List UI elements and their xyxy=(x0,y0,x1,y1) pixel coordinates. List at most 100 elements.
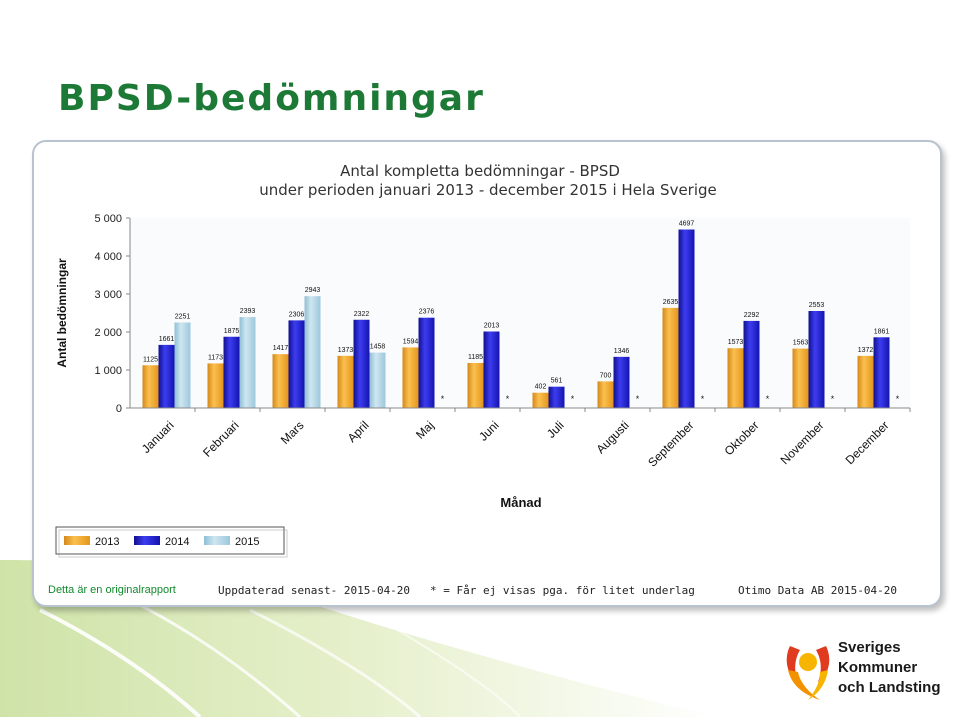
data-label: 1573 xyxy=(728,339,744,346)
original-report-link[interactable]: Detta är en originalrapport xyxy=(48,584,176,596)
legend-swatch-2015 xyxy=(204,536,230,545)
bar-2014-Maj xyxy=(418,317,435,408)
data-label: 2251 xyxy=(175,313,191,320)
slide-title: BPSD-bedömningar xyxy=(58,78,485,119)
chart-subtitle: under perioden januari 2013 - december 2… xyxy=(259,181,717,199)
data-label: 2013 xyxy=(484,323,500,330)
data-label: 1173 xyxy=(208,354,223,361)
missing-value-marker: * xyxy=(831,394,835,404)
report-footer: Detta är en originalrapport Uppdaterad s… xyxy=(48,584,914,602)
data-label: 2292 xyxy=(744,312,760,319)
data-label: 2393 xyxy=(240,308,256,315)
x-tick-label: December xyxy=(843,418,892,467)
data-label: 1346 xyxy=(614,348,630,355)
bar-2014-Juli xyxy=(548,386,565,408)
data-label: 1185 xyxy=(468,354,483,361)
missing-value-marker: * xyxy=(441,394,445,404)
data-label: 1594 xyxy=(403,338,419,345)
x-tick-label: Juni xyxy=(476,418,501,443)
legend-label: 2015 xyxy=(235,536,259,548)
bar-2015-April xyxy=(369,352,386,408)
legend-swatch-2014 xyxy=(134,536,160,545)
footnote: * = Får ej visas pga. för litet underlag xyxy=(430,584,695,597)
bar-2015-Januari xyxy=(174,322,191,408)
data-label: 1861 xyxy=(874,328,890,335)
data-label: 2376 xyxy=(419,309,435,316)
data-label: 561 xyxy=(551,378,563,385)
bar-2013-Mars xyxy=(272,354,289,408)
skl-logo-mark-icon xyxy=(786,646,830,700)
y-tick-label: 0 xyxy=(116,403,122,415)
bar-2013-November xyxy=(792,348,809,408)
data-label: 4697 xyxy=(679,221,695,228)
y-tick-label: 5 000 xyxy=(94,213,122,225)
y-tick-label: 2 000 xyxy=(94,327,122,339)
missing-value-marker: * xyxy=(571,394,575,404)
skl-logo: Sveriges Kommuner och Landsting xyxy=(780,636,950,702)
bar-2013-Oktober xyxy=(727,348,744,408)
x-axis-label: Månad xyxy=(500,495,541,510)
x-tick-label: Augusti xyxy=(593,418,631,456)
y-tick-label: 1 000 xyxy=(94,365,122,377)
data-label: 1373 xyxy=(338,347,354,354)
data-label: 2553 xyxy=(809,302,825,309)
logo-line-1: Sveriges xyxy=(838,639,901,656)
x-tick-label: Maj xyxy=(413,418,437,442)
x-tick-label: Mars xyxy=(278,418,307,447)
y-axis-label: Antal bedömningar xyxy=(55,258,69,368)
logo-line-3: och Landsting xyxy=(838,679,941,696)
y-tick-label: 3 000 xyxy=(94,289,122,301)
missing-value-marker: * xyxy=(636,394,640,404)
bar-2014-April xyxy=(353,319,370,408)
data-label: 2322 xyxy=(354,311,370,318)
missing-value-marker: * xyxy=(701,394,705,404)
data-label: 1372 xyxy=(858,347,874,354)
bar-2014-Augusti xyxy=(613,356,630,408)
logo-line-2: Kommuner xyxy=(838,659,918,676)
missing-value-marker: * xyxy=(506,394,510,404)
bar-2013-Maj xyxy=(402,347,419,408)
x-tick-label: Juli xyxy=(544,418,567,441)
bar-2013-September xyxy=(662,307,679,408)
bar-2013-Januari xyxy=(142,365,159,408)
y-tick-label: 4 000 xyxy=(94,251,122,263)
bar-2014-Oktober xyxy=(743,320,760,408)
bar-2014-Mars xyxy=(288,320,305,408)
bar-2014-December xyxy=(873,337,890,408)
legend-swatch-2013 xyxy=(64,536,90,545)
data-label: 1563 xyxy=(793,340,809,347)
bar-2014-September xyxy=(678,229,695,408)
skl-logo-text: Sveriges Kommuner och Landsting xyxy=(838,638,941,698)
x-tick-label: Oktober xyxy=(722,418,762,458)
data-label: 1661 xyxy=(159,336,175,343)
bar-2014-Juni xyxy=(483,331,500,408)
bar-2013-Augusti xyxy=(597,381,614,408)
data-label: 1417 xyxy=(273,345,289,352)
x-tick-label: April xyxy=(345,418,372,445)
data-label: 2943 xyxy=(305,287,321,294)
x-tick-label: Januari xyxy=(139,418,177,456)
bar-2015-Mars xyxy=(304,296,321,408)
missing-value-marker: * xyxy=(896,394,900,404)
legend-label: 2013 xyxy=(95,536,119,548)
bar-2015-Februari xyxy=(239,317,256,408)
data-source: Otimo Data AB 2015-04-20 xyxy=(738,584,897,597)
data-label: 1875 xyxy=(224,328,240,335)
data-label: 700 xyxy=(600,372,612,379)
data-label: 402 xyxy=(535,384,547,391)
plot-area xyxy=(130,218,910,408)
bar-2013-December xyxy=(857,355,874,408)
data-label: 1125 xyxy=(143,356,158,363)
updated-date: Uppdaterad senast- 2015-04-20 xyxy=(218,584,411,597)
bar-2013-Juni xyxy=(467,362,484,408)
bar-2014-Januari xyxy=(158,344,175,408)
bar-2013-Juli xyxy=(532,392,549,408)
data-label: 1458 xyxy=(370,344,386,351)
bar-2013-April xyxy=(337,355,354,408)
legend: 2013 2014 2015 xyxy=(55,526,288,558)
x-tick-label: November xyxy=(778,418,827,467)
bar-2013-Februari xyxy=(207,363,224,408)
bar-2014-Februari xyxy=(223,336,240,408)
bar-2014-November xyxy=(808,310,825,408)
